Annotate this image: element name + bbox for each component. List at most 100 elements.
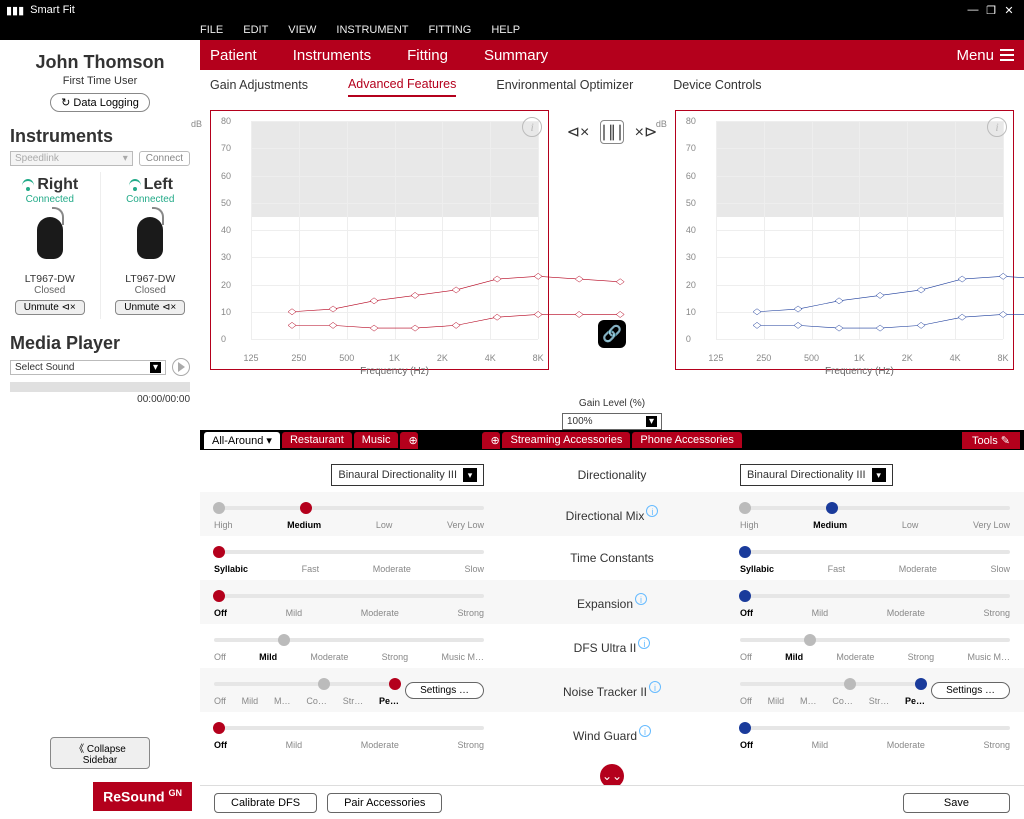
menu-file[interactable]: FILE xyxy=(200,24,223,36)
directionality-select[interactable]: Binaural Directionality III▾ xyxy=(740,464,893,486)
close-button[interactable]: ✕ xyxy=(1000,4,1018,17)
feature-row: OffMildM…Co…Str…Pe…Settings …Noise Track… xyxy=(200,668,1024,712)
feature-control-left[interactable]: OffMildM…Co…Str…Pe…Settings … xyxy=(740,674,1010,706)
info-icon[interactable]: i xyxy=(649,681,661,693)
right-instrument: Right Connected LT967-DW Closed Unmute ⊲… xyxy=(0,172,100,319)
mute-right-icon[interactable]: ×⊳ xyxy=(634,120,658,144)
media-progress[interactable] xyxy=(10,382,190,392)
gain-level-select[interactable]: 100%▾ xyxy=(562,413,662,430)
collapse-sidebar-button[interactable]: 《 Collapse Sidebar xyxy=(50,737,150,769)
media-time: 00:00/00:00 xyxy=(0,394,200,405)
menubar: FILE EDIT VIEW INSTRUMENT FITTING HELP xyxy=(0,20,1024,40)
feature-control-left[interactable]: OffMildModerateStrong xyxy=(740,718,1010,750)
program-tabs: All-Around ▾RestaurantMusic⊕⊕Streaming A… xyxy=(200,430,1024,450)
unmute-right-button[interactable]: Unmute ⊲× xyxy=(15,300,85,315)
wifi-icon xyxy=(128,179,142,193)
main-content: dB 807060504030201001252505001K2K4K8KFre… xyxy=(200,100,1024,819)
feature-row: OffMildModerateStrongMusic M…DFS Ultra I… xyxy=(200,624,1024,668)
link-select[interactable]: Speedlink▾ xyxy=(10,151,133,166)
feature-control-left[interactable]: Binaural Directionality III▾ xyxy=(740,464,1010,486)
settings-button[interactable]: Settings … xyxy=(931,682,1010,699)
media-header: Media Player xyxy=(10,333,200,354)
info-icon[interactable]: i xyxy=(646,505,658,517)
info-icon[interactable]: i xyxy=(987,117,1007,137)
maximize-button[interactable]: ❐ xyxy=(982,4,1000,17)
feature-row: Binaural Directionality III▾Directionali… xyxy=(200,458,1024,492)
mute-left-icon[interactable]: ⊲× xyxy=(566,120,590,144)
nav-fitting[interactable]: Fitting xyxy=(407,47,448,64)
feature-control-right[interactable]: OffMildModerateStrong xyxy=(214,718,484,750)
feature-label: Time Constants xyxy=(484,551,740,565)
menu-help[interactable]: HELP xyxy=(491,24,520,36)
connect-button[interactable]: Connect xyxy=(139,151,190,166)
program-tab[interactable]: Restaurant xyxy=(282,432,352,448)
feature-row: HighMediumLowVery LowDirectional MixiHig… xyxy=(200,492,1024,536)
feature-control-left[interactable]: OffMildModerateStrongMusic M… xyxy=(740,630,1010,662)
feature-row: SyllabicFastModerateSlowTime ConstantsSy… xyxy=(200,536,1024,580)
nav-summary[interactable]: Summary xyxy=(484,47,548,64)
minimize-button[interactable]: — xyxy=(964,4,982,16)
info-icon[interactable]: i xyxy=(522,117,542,137)
feature-control-right[interactable]: SyllabicFastModerateSlow xyxy=(214,542,484,574)
subnav-item[interactable]: Advanced Features xyxy=(348,73,456,97)
feature-control-right[interactable]: OffMildModerateStrongMusic M… xyxy=(214,630,484,662)
program-tab-active[interactable]: All-Around ▾ xyxy=(204,432,280,449)
play-icon xyxy=(178,362,185,372)
feature-control-right[interactable]: OffMildModerateStrong xyxy=(214,586,484,618)
add-stream-button[interactable]: ⊕ xyxy=(482,432,500,449)
sound-select[interactable]: Select Sound▾ xyxy=(10,360,166,375)
nav-patient[interactable]: Patient xyxy=(210,47,257,64)
subnav-item[interactable]: Gain Adjustments xyxy=(210,74,308,96)
menu-edit[interactable]: EDIT xyxy=(243,24,268,36)
nav-instruments[interactable]: Instruments xyxy=(293,47,371,64)
app-icon: ▮▮▮ xyxy=(6,4,24,17)
hearing-aid-icon xyxy=(30,209,70,269)
subnav-item[interactable]: Device Controls xyxy=(673,74,761,96)
app-title: Smart Fit xyxy=(30,4,75,16)
feature-control-right[interactable]: OffMildM…Co…Str…Pe…Settings … xyxy=(214,674,484,706)
wifi-icon xyxy=(21,179,35,193)
phone-tab[interactable]: Phone Accessories xyxy=(632,432,742,448)
link-ears-button[interactable]: 🔗 xyxy=(598,320,626,348)
pair-accessories-button[interactable]: Pair Accessories xyxy=(327,793,442,813)
patient-type: First Time User xyxy=(0,75,200,87)
feature-control-right[interactable]: HighMediumLowVery Low xyxy=(214,498,484,530)
settings-button[interactable]: Settings … xyxy=(405,682,484,699)
feature-label: Wind Guardi xyxy=(484,725,740,743)
menu-button[interactable]: Menu xyxy=(956,47,1014,64)
unmute-left-button[interactable]: Unmute ⊲× xyxy=(115,300,185,315)
info-icon[interactable]: i xyxy=(635,593,647,605)
directionality-select[interactable]: Binaural Directionality III▾ xyxy=(331,464,484,486)
feature-label: Directional Mixi xyxy=(484,505,740,523)
subnav-item[interactable]: Environmental Optimizer xyxy=(496,74,633,96)
menu-instrument[interactable]: INSTRUMENT xyxy=(336,24,408,36)
feature-control-right[interactable]: Binaural Directionality III▾ xyxy=(214,464,484,486)
save-button[interactable]: Save xyxy=(903,793,1010,813)
feature-label: Directionality xyxy=(484,468,740,482)
play-button[interactable] xyxy=(172,358,190,376)
info-icon[interactable]: i xyxy=(639,725,651,737)
add-program-button[interactable]: ⊕ xyxy=(400,432,418,449)
streaming-tab[interactable]: Streaming Accessories xyxy=(502,432,630,448)
hearing-aid-icon xyxy=(130,209,170,269)
eq-icon[interactable]: ∣∥∣ xyxy=(600,120,624,144)
feature-row: OffMildModerateStrongExpansioniOffMildMo… xyxy=(200,580,1024,624)
patient-name: John Thomson xyxy=(0,52,200,73)
features-panel: Binaural Directionality III▾Directionali… xyxy=(200,450,1024,760)
sidebar: John Thomson First Time User ↻ Data Logg… xyxy=(0,40,200,819)
feature-row: OffMildModerateStrongWind GuardiOffMildM… xyxy=(200,712,1024,756)
calibrate-dfs-button[interactable]: Calibrate DFS xyxy=(214,793,317,813)
hamburger-icon xyxy=(1000,49,1014,61)
feature-control-left[interactable]: HighMediumLowVery Low xyxy=(740,498,1010,530)
menu-view[interactable]: VIEW xyxy=(288,24,316,36)
menu-fitting[interactable]: FITTING xyxy=(429,24,472,36)
info-icon[interactable]: i xyxy=(638,637,650,649)
feature-label: Expansioni xyxy=(484,593,740,611)
feature-label: Noise Tracker IIi xyxy=(484,681,740,699)
feature-control-left[interactable]: OffMildModerateStrong xyxy=(740,586,1010,618)
feature-control-left[interactable]: SyllabicFastModerateSlow xyxy=(740,542,1010,574)
program-tab[interactable]: Music xyxy=(354,432,399,448)
tools-button[interactable]: Tools ✎ xyxy=(962,432,1020,449)
brand-logo: ReSound GN xyxy=(93,782,192,811)
data-logging-button[interactable]: ↻ Data Logging xyxy=(50,93,150,112)
